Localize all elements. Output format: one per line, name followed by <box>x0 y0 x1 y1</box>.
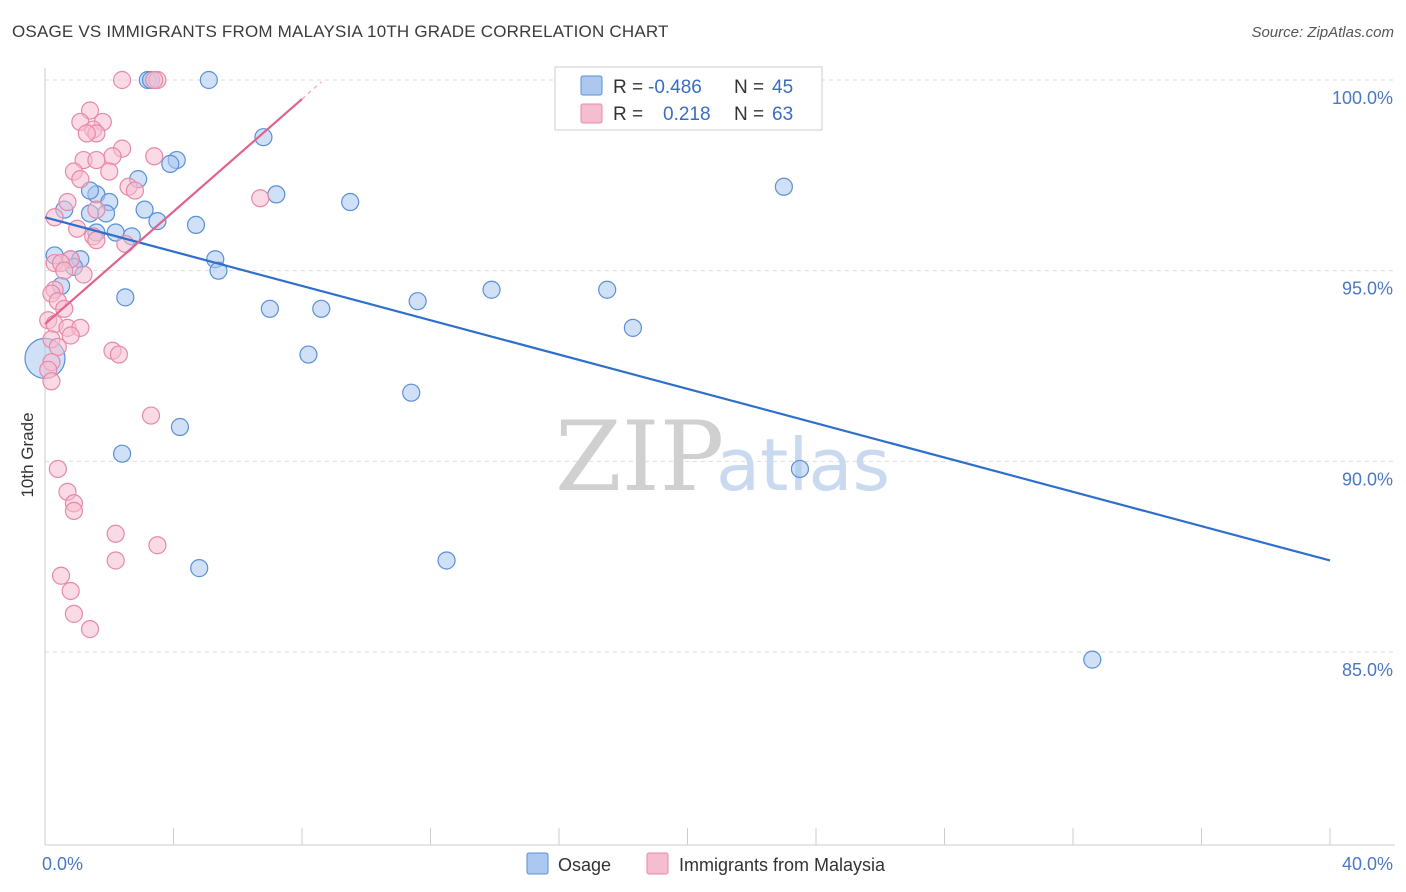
malaysia-point <box>74 265 93 284</box>
malaysia-point <box>87 150 106 170</box>
osage-point <box>186 215 206 235</box>
osage-point <box>598 280 617 299</box>
malaysia-point <box>55 261 74 280</box>
osage-point <box>148 211 167 231</box>
osage-point <box>437 551 456 570</box>
malaysia-point <box>106 524 125 543</box>
malaysia-point <box>112 70 132 90</box>
osage-point <box>135 200 154 219</box>
osage-point <box>199 70 218 90</box>
osage-trend-line <box>44 216 1331 562</box>
malaysia-point <box>42 372 61 391</box>
osage-point <box>312 299 331 318</box>
chart-title: OSAGE VS IMMIGRANTS FROM MALAYSIA 10TH G… <box>12 22 669 41</box>
malaysia-point <box>145 70 164 90</box>
legend-n-label-malaysia: N = <box>734 104 764 125</box>
malaysia-point <box>148 536 167 555</box>
trend-lines <box>44 81 1331 562</box>
osage-point <box>209 261 228 280</box>
osage-point <box>408 292 427 311</box>
malaysia-point <box>125 181 145 200</box>
bottom-legend-swatch-malaysia <box>646 852 669 875</box>
osage-point <box>170 417 190 437</box>
y-axis-title: 10th Grade <box>18 412 37 497</box>
malaysia-point <box>68 219 87 238</box>
legend-n-label-osage: N = <box>734 77 764 98</box>
grid-lines <box>45 79 1395 653</box>
legend-swatch-malaysia <box>580 103 603 124</box>
y-tick-label: 90.0% <box>1342 469 1393 489</box>
malaysia-point <box>100 162 119 181</box>
x-tick-label: 40.0% <box>1342 854 1393 874</box>
watermark-zip-text: ZIP <box>555 401 724 513</box>
osage-point <box>112 444 132 463</box>
source-label: Source: ZipAtlas.com <box>1251 24 1394 41</box>
malaysia-point <box>64 501 84 521</box>
malaysia-point <box>251 189 270 208</box>
y-tick-label: 100.0% <box>1332 88 1393 108</box>
legend-r-value-malaysia: 0.218 <box>663 104 711 125</box>
y-tick-label: 95.0% <box>1342 279 1393 299</box>
bottom-legend-label-osage: Osage <box>558 855 611 875</box>
data-points <box>24 70 1102 669</box>
malaysia-point <box>87 231 106 250</box>
malaysia-point <box>87 200 106 219</box>
osage-point <box>299 345 318 364</box>
legend-r-label-malaysia: R = <box>613 104 643 125</box>
osage-point <box>116 288 135 307</box>
malaysia-point <box>58 192 77 212</box>
osage-point <box>790 459 810 479</box>
osage-point <box>161 154 180 173</box>
bottom-legend-swatch-osage <box>526 852 549 875</box>
y-tick-label: 85.0% <box>1342 660 1393 680</box>
legend-n-value-malaysia: 63 <box>772 104 793 125</box>
osage-point <box>267 185 286 204</box>
watermark: ZIP atlas <box>555 401 890 513</box>
x-tick-label: 0.0% <box>42 854 83 874</box>
malaysia-point <box>48 459 67 479</box>
legend-r-label-osage: R = <box>613 77 643 98</box>
malaysia-point <box>141 406 161 425</box>
malaysia-point <box>77 124 96 143</box>
osage-point <box>482 280 501 299</box>
legend-r-value-osage: -0.486 <box>648 77 702 98</box>
osage-point <box>774 177 793 196</box>
osage-point <box>341 192 360 212</box>
malaysia-point <box>64 604 84 623</box>
osage-point <box>254 128 273 147</box>
malaysia-point <box>80 620 100 639</box>
osage-point <box>260 299 279 318</box>
malaysia-point <box>145 147 164 166</box>
osage-point <box>1083 650 1102 669</box>
series-legend: Osage Immigrants from Malaysia <box>526 852 886 875</box>
axes <box>44 68 1395 846</box>
bottom-legend-label-malaysia: Immigrants from Malaysia <box>679 855 886 875</box>
osage-point <box>623 318 642 337</box>
malaysia-point <box>61 326 80 345</box>
osage-point <box>190 559 209 578</box>
malaysia-point <box>51 566 71 585</box>
malaysia-point <box>109 345 128 364</box>
stats-legend: R = -0.486 N = 45 R = 0.218 N = 63 <box>554 66 823 131</box>
malaysia-point <box>71 170 90 189</box>
malaysia-point <box>61 581 80 601</box>
tick-labels: 100.0% 95.0% 90.0% 85.0% 0.0% 40.0% <box>42 88 1393 874</box>
malaysia-point <box>48 337 67 357</box>
malaysia-point <box>106 551 125 570</box>
malaysia-point <box>103 147 122 166</box>
legend-n-value-osage: 45 <box>772 77 793 98</box>
malaysia-trend-extension <box>301 81 322 100</box>
malaysia-trend-line <box>44 98 303 325</box>
legend-swatch-osage <box>580 75 603 96</box>
osage-point <box>402 383 421 402</box>
